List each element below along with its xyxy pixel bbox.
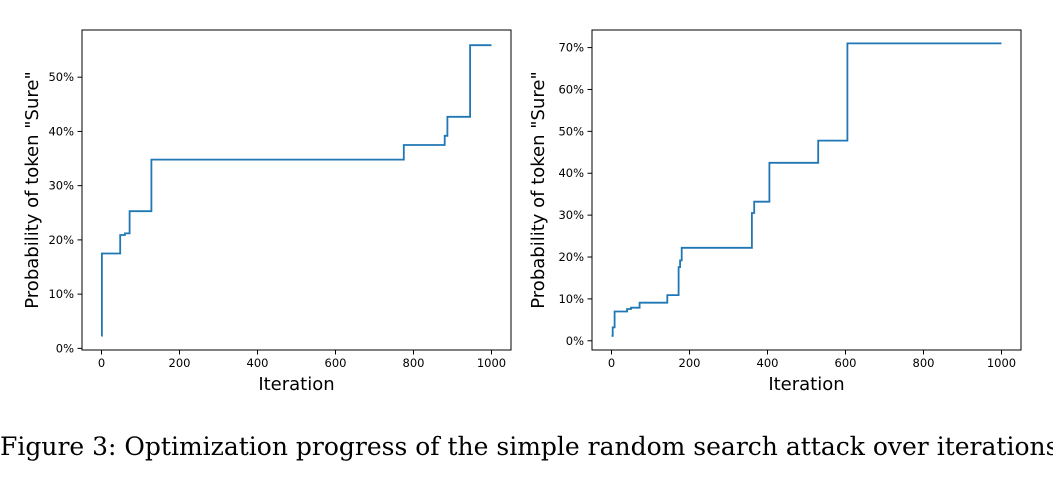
left-y-tick-label: 10%	[48, 287, 74, 301]
left-x-tick-label: 0	[98, 356, 105, 370]
left-probability-line	[101, 44, 492, 337]
right-x-tick-label: 200	[679, 356, 701, 370]
right-x-tick-label: 1000	[987, 356, 1016, 370]
left-x-tick-label: 800	[403, 356, 425, 370]
right-x-axis-label: Iteration	[768, 374, 844, 395]
right-y-tick-label: 30%	[558, 208, 584, 222]
left-y-tick-label: 50%	[48, 70, 74, 84]
left-y-axis-label: Probability of token "Sure"	[22, 71, 43, 308]
right-y-tick-label: 10%	[558, 292, 584, 306]
right-x-tick-label: 600	[835, 356, 857, 370]
right-y-tick-label: 50%	[558, 124, 584, 138]
right-x-tick-label: 800	[913, 356, 935, 370]
left-x-tick-label: 600	[325, 356, 347, 370]
right-y-tick-label: 40%	[558, 166, 584, 180]
right-probability-line	[611, 42, 1002, 337]
figure-caption: Figure 3: Optimization progress of the s…	[0, 432, 1053, 461]
right-y-tick-label: 70%	[558, 41, 584, 55]
right-x-tick-label: 0	[608, 356, 615, 370]
left-y-tick-label: 30%	[48, 179, 74, 193]
right-plot-frame	[591, 29, 1022, 351]
left-x-tick-label: 400	[247, 356, 269, 370]
left-x-axis-label: Iteration	[258, 374, 334, 395]
left-x-tick-label: 1000	[477, 356, 506, 370]
left-plot-frame	[81, 29, 512, 351]
left-chart: 0 200 400 600 800 1000 0% 10% 20% 30% 40% 50% Iterat…	[22, 29, 512, 395]
right-y-tick-label: 0%	[566, 334, 584, 348]
right-y-tick-label: 20%	[558, 250, 584, 264]
left-y-tick-label: 0%	[56, 341, 74, 355]
right-y-axis-label: Probability of token "Sure"	[528, 71, 549, 308]
left-y-tick-label: 40%	[48, 124, 74, 138]
left-x-tick-label: 200	[169, 356, 191, 370]
right-y-tick-label: 60%	[558, 82, 584, 96]
left-y-tick-label: 20%	[48, 233, 74, 247]
right-x-tick-label: 400	[757, 356, 779, 370]
right-chart: 0 200 400 600 800 1000 0% 10% 20% 30% 40% 50% 60% 70%…	[528, 29, 1022, 395]
